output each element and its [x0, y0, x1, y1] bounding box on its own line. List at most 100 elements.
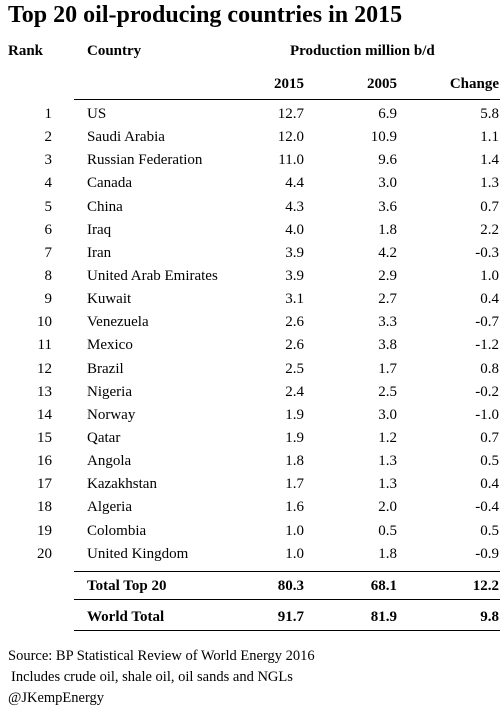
change-cell: -0.4	[475, 499, 499, 516]
rank-cell: 11	[37, 337, 52, 354]
table-row: 7 Iran 3.9 4.2 -0.3	[0, 243, 504, 266]
column-header-rank: Rank	[8, 43, 44, 59]
production-2005-cell: 1.7	[378, 360, 397, 377]
production-2005-cell: 9.6	[378, 152, 397, 169]
change-cell: -0.3	[475, 244, 499, 261]
country-cell: Colombia	[87, 522, 147, 539]
country-cell: United Arab Emirates	[87, 267, 218, 284]
production-2005-cell: 1.2	[378, 429, 397, 446]
rank-cell: 7	[44, 244, 53, 261]
country-cell: China	[87, 198, 123, 215]
rank-cell: 12	[37, 360, 52, 377]
change-cell: 0.4	[480, 476, 499, 493]
production-2015-cell: 1.7	[285, 476, 304, 493]
country-cell: Kuwait	[87, 291, 132, 308]
world-total-2005: 81.9	[370, 609, 397, 625]
country-cell: Saudi Arabia	[87, 129, 165, 146]
country-cell: Nigeria	[87, 383, 132, 400]
production-2015-cell: 12.0	[277, 129, 304, 146]
production-2005-cell: 3.3	[378, 314, 397, 331]
change-cell: 2.2	[480, 221, 499, 238]
rank-cell: 16	[37, 453, 52, 470]
production-2015-cell: 1.0	[285, 522, 304, 539]
world-total-label: World Total	[87, 609, 165, 625]
production-2005-cell: 3.8	[378, 337, 397, 354]
rank-cell: 19	[37, 522, 52, 539]
table-title: Top 20 oil-producing countries in 2015	[8, 2, 403, 28]
country-cell: Algeria	[87, 499, 132, 516]
rank-cell: 15	[37, 429, 52, 446]
rank-cell: 18	[37, 499, 52, 516]
country-cell: Mexico	[87, 337, 133, 354]
table-row: 18 Algeria 1.6 2.0 -0.4	[0, 497, 504, 520]
rank-cell: 1	[44, 106, 53, 122]
production-2015-cell: 3.9	[285, 267, 304, 284]
change-cell: 1.0	[480, 267, 499, 284]
change-cell: 1.4	[480, 152, 499, 169]
rank-cell: 9	[44, 291, 53, 308]
change-cell: -1.0	[475, 406, 499, 423]
totals-divider-middle	[74, 599, 500, 600]
production-2015-cell: 3.1	[285, 291, 304, 308]
change-cell: 0.7	[480, 198, 499, 215]
production-2015-cell: 12.7	[277, 106, 304, 122]
production-2015-cell: 1.0	[285, 545, 304, 562]
country-cell: Kazakhstan	[87, 476, 157, 493]
rank-cell: 14	[37, 406, 52, 423]
production-2005-cell: 2.9	[378, 267, 397, 284]
change-cell: 1.3	[480, 175, 499, 192]
rank-cell: 17	[37, 476, 52, 493]
table-row: 9 Kuwait 3.1 2.7 0.4	[0, 289, 504, 312]
production-2015-cell: 2.6	[285, 314, 304, 331]
change-cell: 0.8	[480, 360, 499, 377]
production-2005-cell: 4.2	[378, 244, 397, 261]
table-row: 16 Angola 1.8 1.3 0.5	[0, 451, 504, 474]
table-row: 12 Brazil 2.5 1.7 0.8	[0, 359, 504, 382]
change-cell: 0.5	[480, 453, 499, 470]
table-row: 4 Canada 4.4 3.0 1.3	[0, 173, 504, 196]
production-2005-cell: 3.0	[378, 406, 397, 423]
header-divider	[74, 99, 500, 100]
world-total-change: 9.8	[480, 609, 499, 625]
change-cell: -1.2	[475, 337, 499, 354]
table-row: 10 Venezuela 2.6 3.3 -0.7	[0, 312, 504, 335]
country-cell: Iraq	[87, 221, 112, 238]
change-cell: 5.8	[480, 106, 499, 122]
change-cell: 0.7	[480, 429, 499, 446]
table-row: 1 US 12.7 6.9 5.8	[0, 104, 504, 127]
production-2015-cell: 1.9	[285, 406, 304, 423]
production-2005-cell: 1.8	[378, 221, 397, 238]
source-note: Source: BP Statistical Review of World E…	[8, 648, 315, 664]
rank-cell: 2	[44, 129, 53, 146]
table-row: 11 Mexico 2.6 3.8 -1.2	[0, 335, 504, 358]
table-row: 3 Russian Federation 11.0 9.6 1.4	[0, 150, 504, 173]
change-cell: 0.4	[480, 291, 499, 308]
production-2005-cell: 3.6	[378, 198, 397, 215]
rank-cell: 3	[44, 152, 53, 169]
table-row: 6 Iraq 4.0 1.8 2.2	[0, 220, 504, 243]
country-cell: Norway	[87, 406, 136, 423]
totals-divider-top	[74, 571, 500, 572]
rank-cell: 6	[44, 221, 53, 238]
production-2015-cell: 1.9	[285, 429, 304, 446]
production-2005-cell: 0.5	[378, 522, 397, 539]
total-top20-2015: 80.3	[277, 578, 304, 594]
table-row: 14 Norway 1.9 3.0 -1.0	[0, 405, 504, 428]
rank-cell: 10	[37, 314, 52, 331]
production-2005-cell: 2.7	[378, 291, 397, 308]
production-2015-cell: 3.9	[285, 244, 304, 261]
total-top20-change: 12.2	[472, 578, 499, 594]
world-total-row: World Total 91.7 81.9 9.8	[0, 609, 504, 629]
column-header-change: Change	[449, 76, 499, 92]
production-2005-cell: 6.9	[378, 106, 397, 122]
production-2005-cell: 1.3	[378, 453, 397, 470]
production-2015-cell: 2.6	[285, 337, 304, 354]
country-cell: Qatar	[87, 429, 121, 446]
total-top20-label: Total Top 20	[87, 578, 167, 594]
production-2005-cell: 2.0	[378, 499, 397, 516]
rank-cell: 4	[44, 175, 53, 192]
country-cell: Canada	[87, 175, 132, 192]
total-top20-2005: 68.1	[370, 578, 397, 594]
country-cell: United Kingdom	[87, 545, 189, 562]
change-cell: -0.9	[475, 545, 499, 562]
